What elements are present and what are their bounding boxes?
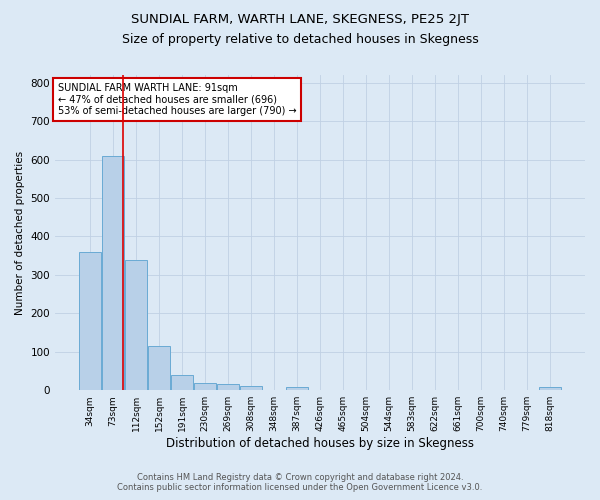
- X-axis label: Distribution of detached houses by size in Skegness: Distribution of detached houses by size …: [166, 437, 474, 450]
- Bar: [148, 346, 170, 390]
- Bar: [240, 386, 262, 390]
- Y-axis label: Number of detached properties: Number of detached properties: [15, 150, 25, 314]
- Text: SUNDIAL FARM WARTH LANE: 91sqm
← 47% of detached houses are smaller (696)
53% of: SUNDIAL FARM WARTH LANE: 91sqm ← 47% of …: [58, 83, 296, 116]
- Bar: [79, 252, 101, 390]
- Text: Contains HM Land Registry data © Crown copyright and database right 2024.
Contai: Contains HM Land Registry data © Crown c…: [118, 473, 482, 492]
- Text: Size of property relative to detached houses in Skegness: Size of property relative to detached ho…: [122, 32, 478, 46]
- Bar: [286, 387, 308, 390]
- Bar: [102, 156, 124, 390]
- Bar: [125, 260, 147, 390]
- Bar: [217, 384, 239, 390]
- Bar: [171, 375, 193, 390]
- Bar: [539, 387, 561, 390]
- Bar: [194, 382, 216, 390]
- Text: SUNDIAL FARM, WARTH LANE, SKEGNESS, PE25 2JT: SUNDIAL FARM, WARTH LANE, SKEGNESS, PE25…: [131, 12, 469, 26]
